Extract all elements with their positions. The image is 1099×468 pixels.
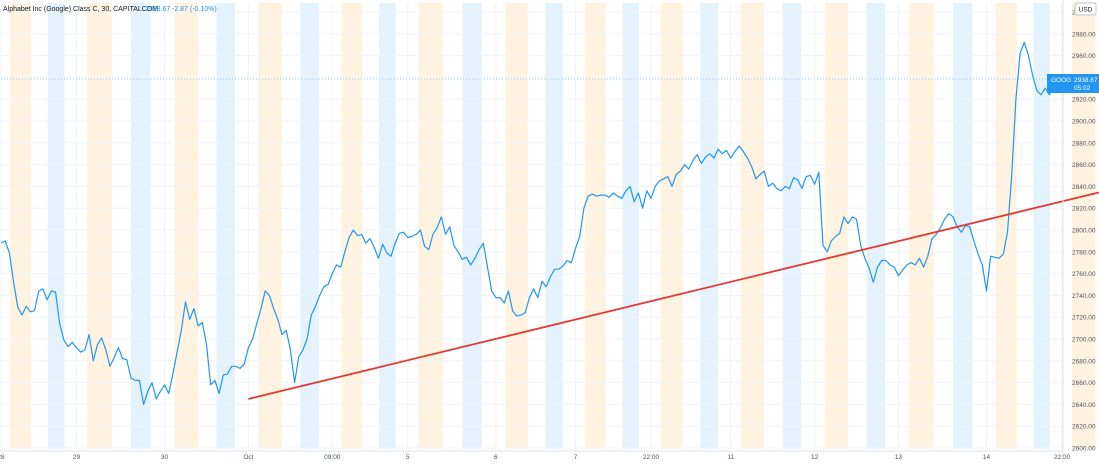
y-tick-label: 2700.00 (1072, 337, 1096, 344)
session-band-premarket (995, 3, 1017, 449)
session-band-afterhours (300, 3, 319, 449)
session-band-premarket (1072, 3, 1096, 449)
session-band-afterhours (622, 3, 639, 449)
session-band-premarket (10, 3, 32, 449)
last-price-text: 2938.67 (145, 6, 170, 13)
session-band-afterhours (462, 3, 482, 449)
session-band-premarket (824, 3, 849, 449)
y-tick-label: 2620.00 (1072, 424, 1096, 431)
session-band-premarket (660, 3, 683, 449)
y-tick-label: 2740.00 (1072, 293, 1096, 300)
currency-label: USD (1079, 7, 1093, 14)
y-tick-label: 2640.00 (1072, 402, 1096, 409)
x-tick-label: 7 (574, 454, 578, 461)
session-band-premarket (341, 3, 363, 449)
x-tick-label: 5 (406, 454, 410, 461)
session-band-afterhours (379, 3, 396, 449)
x-tick-label: Oct (243, 454, 253, 461)
session-band-afterhours (782, 3, 802, 449)
y-tick-label: 2720.00 (1072, 315, 1096, 322)
price-tag-ticker: GOOG (1051, 77, 1071, 84)
session-band-premarket (584, 3, 606, 449)
x-tick-label: 6 (494, 454, 498, 461)
y-tick-label: 2780.00 (1072, 249, 1096, 256)
x-tick-label: 11 (727, 454, 734, 461)
currency-box: USD (1074, 2, 1097, 16)
session-band-premarket (740, 3, 765, 449)
y-tick-label: 2920.00 (1072, 97, 1096, 104)
session-band-afterhours (700, 3, 718, 449)
x-tick-label: 28 (0, 454, 5, 461)
x-tick-label: 13 (895, 454, 903, 461)
session-band-afterhours (866, 3, 886, 449)
session-band-afterhours (216, 3, 236, 449)
session-band-afterhours (545, 3, 563, 449)
price-change-text: -2.87 (-0.10%) (172, 6, 217, 13)
y-tick-label: 2660.00 (1072, 380, 1096, 387)
x-tick-label: 22:00 (1054, 454, 1071, 461)
symbol-title: Alphabet Inc (Google) Class C, 30, CAPIT… (3, 6, 158, 13)
session-band-premarket (505, 3, 528, 449)
y-tick-label: 2960.00 (1072, 53, 1096, 60)
price-tag-countdown: 05:02 (1074, 85, 1091, 92)
y-tick-label: 2880.00 (1072, 140, 1096, 147)
x-tick-label: 29 (73, 454, 81, 461)
trendline[interactable] (248, 43, 1099, 400)
session-band-afterhours (1033, 3, 1050, 449)
y-tick-label: 2860.00 (1072, 162, 1096, 169)
y-tick-label: 2820.00 (1072, 206, 1096, 213)
y-tick-label: 2800.00 (1072, 228, 1096, 235)
y-tick-label: 2980.00 (1072, 31, 1096, 38)
y-tick-label: 2760.00 (1072, 271, 1096, 278)
price-tag-price: 2938.67 (1074, 77, 1098, 84)
x-tick-label: 30 (161, 454, 169, 461)
x-tick-label: 14 (983, 454, 991, 461)
y-tick-label: 2900.00 (1072, 119, 1096, 126)
x-tick-label: 12 (811, 454, 819, 461)
session-band-premarket (258, 3, 282, 449)
y-tick-label: 2680.00 (1072, 358, 1096, 365)
x-tick-label: 22:00 (643, 454, 660, 461)
session-band-afterhours (47, 3, 65, 449)
price-series-line[interactable] (0, 41, 1063, 405)
session-band-afterhours (131, 3, 151, 449)
y-tick-label: 2600.00 (1072, 446, 1096, 453)
price-tag: GOOG 2938.67 05:02 (1047, 74, 1099, 93)
x-tick-label: 09:00 (324, 454, 341, 461)
y-tick-label: 2840.00 (1072, 184, 1096, 191)
